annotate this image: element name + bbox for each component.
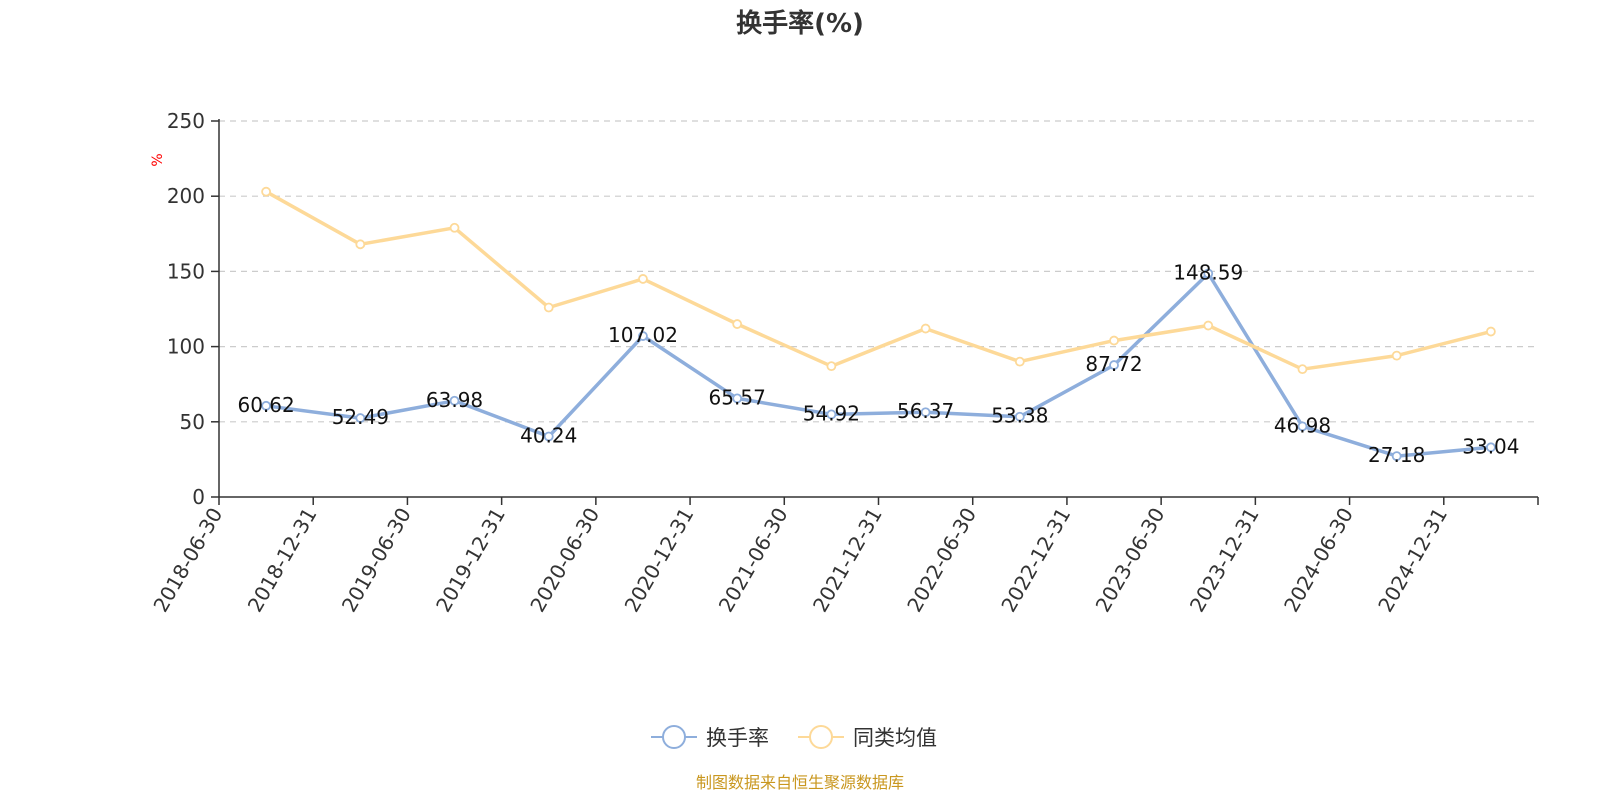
y-tick-label: 150 — [167, 259, 205, 283]
data-label: 107.02 — [608, 323, 678, 347]
series-point — [449, 222, 460, 233]
series-point — [449, 395, 460, 406]
series-point — [920, 407, 931, 418]
data-label: 52.49 — [332, 405, 389, 429]
series-point — [1485, 442, 1496, 453]
x-tick-label: 2024-12-31 — [1373, 504, 1452, 617]
x-tick-label: 2022-06-30 — [902, 504, 981, 617]
series-point — [1203, 320, 1214, 331]
y-tick-label: 50 — [180, 410, 205, 434]
source-note: 制图数据来自恒生聚源数据库 — [696, 773, 904, 792]
x-tick-label: 2021-12-31 — [808, 504, 887, 617]
data-label: 40.24 — [520, 423, 577, 447]
x-tick-label: 2018-12-31 — [243, 504, 322, 617]
x-tick-label: 2019-06-30 — [337, 504, 416, 617]
x-tick-label: 2024-06-30 — [1279, 504, 1358, 617]
series-point — [261, 186, 272, 197]
series-point — [261, 400, 272, 411]
series-point — [1109, 360, 1119, 370]
series-point — [1297, 421, 1308, 432]
series-point — [1391, 451, 1402, 462]
y-tick-label: 100 — [167, 335, 205, 359]
series-point — [1297, 364, 1308, 375]
series-layer — [261, 186, 1496, 462]
series-point — [638, 331, 648, 341]
legend-marker-icon — [662, 725, 686, 749]
legend-label: 同类均值 — [853, 726, 937, 750]
y-tick-label: 0 — [192, 485, 205, 509]
series-point — [543, 302, 554, 313]
series-point — [1391, 350, 1402, 361]
series-point — [1109, 335, 1119, 346]
data-label: 53.38 — [991, 404, 1048, 428]
series-line — [264, 271, 1493, 458]
x-tick-label: 2021-06-30 — [714, 504, 793, 617]
data-label: 46.98 — [1274, 413, 1331, 437]
legend-item[interactable]: 换手率 — [651, 725, 769, 750]
y-tick-label: 250 — [167, 109, 205, 133]
x-tick-label: 2020-12-31 — [619, 504, 698, 617]
grid-lines — [219, 120, 1538, 423]
series-point — [355, 413, 366, 423]
x-tick-label: 2022-12-31 — [996, 504, 1075, 617]
data-label: 87.72 — [1085, 352, 1142, 376]
series-point — [732, 393, 743, 404]
legend-item[interactable]: 同类均值 — [798, 725, 937, 750]
x-tick-label: 2023-12-31 — [1185, 504, 1264, 617]
x-tick-label: 2019-12-31 — [431, 504, 510, 617]
y-axis-unit-label: % — [150, 153, 166, 166]
data-label: 54.92 — [803, 401, 860, 425]
chart-title: 换手率(%) — [736, 8, 864, 39]
x-tick-label: 2023-06-30 — [1091, 504, 1170, 617]
series-point — [355, 239, 366, 250]
series-point — [920, 323, 931, 334]
data-labels: 60.62 52.49 63.98 40.24 107.02 65.57 54.92 56.3… — [237, 261, 1519, 468]
series-point — [826, 361, 837, 372]
x-tick-label: 2018-06-30 — [148, 504, 227, 617]
series-point — [543, 431, 554, 442]
data-label: 148.59 — [1173, 261, 1243, 285]
data-label: 33.04 — [1462, 434, 1519, 458]
data-label: 65.57 — [709, 385, 766, 409]
series-point — [1485, 326, 1496, 337]
data-label: 27.18 — [1368, 443, 1425, 467]
series-point — [638, 274, 648, 284]
legend-label: 换手率 — [706, 726, 769, 750]
series-line — [264, 189, 1493, 371]
x-tick-label: 2020-06-30 — [525, 504, 604, 617]
y-tick-label: 200 — [167, 184, 205, 208]
legend[interactable]: 换手率 同类均值 — [651, 725, 937, 750]
series-point — [732, 319, 743, 329]
series-point — [826, 409, 837, 420]
data-label: 63.98 — [426, 388, 483, 412]
series-point — [1014, 356, 1025, 367]
data-label: 56.37 — [897, 399, 954, 423]
data-label: 60.62 — [237, 393, 294, 417]
series-point — [1203, 268, 1214, 279]
legend-marker-icon — [809, 725, 833, 749]
series-point — [1014, 411, 1025, 422]
